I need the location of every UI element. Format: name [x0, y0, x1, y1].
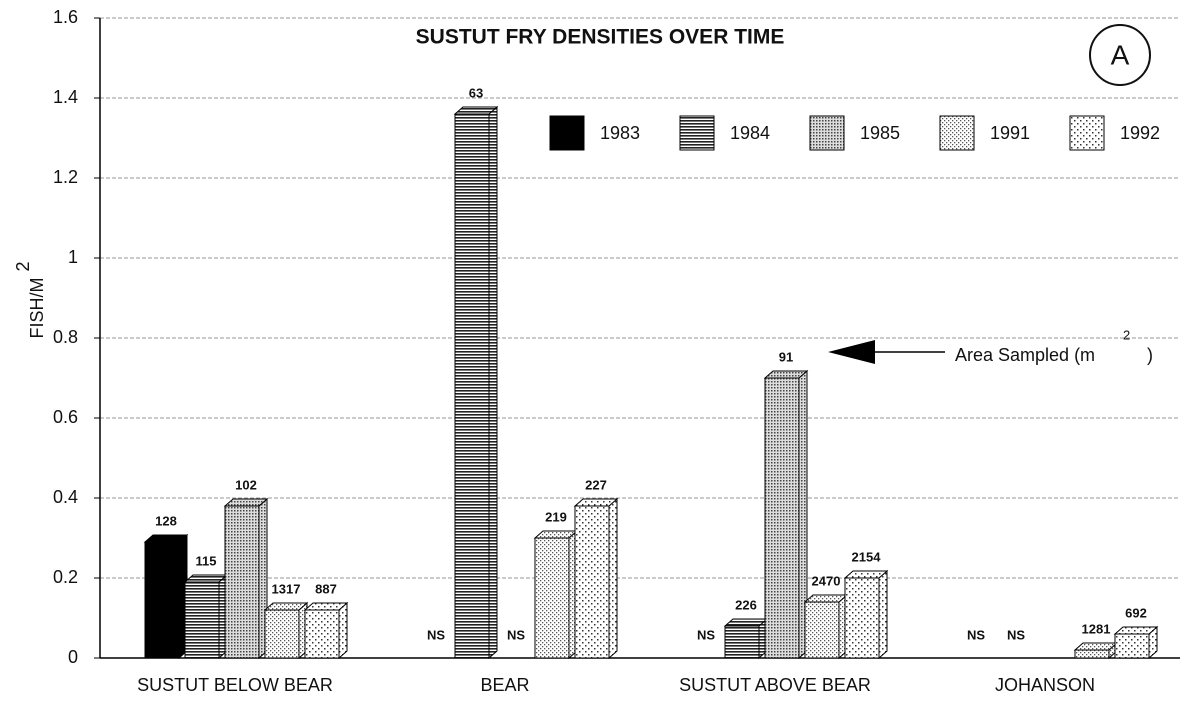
area-label: NS — [967, 627, 985, 642]
bar-top — [453, 106, 499, 115]
bar-top — [183, 574, 229, 583]
legend-swatch — [939, 115, 975, 151]
bar — [534, 537, 570, 659]
area-label: 887 — [315, 581, 337, 596]
annotation-arrowhead — [828, 340, 875, 364]
bar-top — [723, 618, 769, 627]
legend-label: 1983 — [600, 123, 640, 143]
y-tick-label: 0.8 — [53, 327, 78, 347]
annotation-sup: 2 — [1123, 327, 1130, 342]
y-tick-label: 0 — [68, 647, 78, 667]
bar-top — [843, 570, 889, 579]
y-tick-label: 1.2 — [53, 167, 78, 187]
area-label: 2154 — [852, 549, 882, 564]
bar-side — [608, 497, 618, 660]
y-tick-label: 0.2 — [53, 567, 78, 587]
area-label: 692 — [1125, 605, 1147, 620]
bar-side — [878, 569, 888, 660]
bar — [304, 609, 340, 659]
bar — [844, 577, 880, 659]
bar-top — [303, 602, 349, 611]
y-tick-label: 0.4 — [53, 487, 78, 507]
legend-swatch — [679, 115, 715, 151]
y-tick-label: 0.6 — [53, 407, 78, 427]
legend-swatch — [809, 115, 845, 151]
bar — [804, 601, 840, 659]
bar-side — [488, 105, 498, 660]
x-tick-label: SUSTUT ABOVE BEAR — [679, 675, 871, 695]
legend-swatch — [1069, 115, 1105, 151]
bar-top — [803, 594, 849, 603]
bar-side — [338, 601, 348, 660]
panel-label: A — [1111, 39, 1130, 70]
area-label: 115 — [196, 553, 217, 568]
area-label: 227 — [585, 477, 607, 492]
y-label-sup: 2 — [13, 261, 33, 271]
area-label: 2470 — [812, 573, 841, 588]
x-tick-label: SUSTUT BELOW BEAR — [137, 675, 333, 695]
bar-top — [1113, 626, 1159, 635]
bar — [724, 625, 760, 659]
area-label: 102 — [235, 477, 257, 492]
annotation-text: Area Sampled (m — [955, 345, 1095, 365]
area-label: 226 — [735, 597, 757, 612]
legend-swatch — [549, 115, 585, 151]
area-label: NS — [427, 627, 445, 642]
bar — [1114, 633, 1150, 659]
y-tick-label: 1 — [68, 247, 78, 267]
bar — [574, 505, 610, 659]
bar — [224, 505, 260, 659]
y-tick-label: 1.4 — [53, 87, 78, 107]
area-label: NS — [507, 627, 525, 642]
bar — [1074, 649, 1110, 659]
annotation-close: ) — [1147, 345, 1153, 365]
bar — [764, 377, 800, 659]
bar-top — [763, 370, 809, 379]
bar-top — [1073, 642, 1119, 651]
y-label-text: FISH/M — [27, 278, 47, 339]
area-label: 128 — [155, 513, 177, 528]
area-label: 63 — [469, 85, 483, 100]
legend-label: 1984 — [730, 123, 770, 143]
area-label: 219 — [545, 509, 567, 524]
legend-label: 1992 — [1120, 123, 1160, 143]
bar — [264, 609, 300, 659]
bar-top — [263, 602, 309, 611]
bar — [144, 541, 180, 659]
area-label: NS — [1007, 627, 1025, 642]
chart-title: SUSTUT FRY DENSITIES OVER TIME — [416, 26, 785, 49]
y-tick-label: 1.6 — [53, 7, 78, 27]
area-label: 1281 — [1082, 621, 1111, 636]
area-label: 1317 — [272, 581, 301, 596]
panel-circle — [1089, 24, 1151, 86]
legend-label: 1985 — [860, 123, 900, 143]
bar-top — [533, 530, 579, 539]
x-tick-label: JOHANSON — [995, 675, 1095, 695]
y-axis-label: FISH/M 2 — [13, 261, 47, 338]
bar-top — [143, 534, 189, 543]
legend-label: 1991 — [990, 123, 1030, 143]
area-label: 91 — [779, 349, 793, 364]
bar — [184, 581, 220, 659]
bar-top — [573, 498, 619, 507]
annotation: Area Sampled (m 2 ) — [828, 327, 1153, 365]
area-label: NS — [697, 627, 715, 642]
bar — [454, 113, 490, 659]
bar-top — [223, 498, 269, 507]
x-tick-label: BEAR — [480, 675, 529, 695]
